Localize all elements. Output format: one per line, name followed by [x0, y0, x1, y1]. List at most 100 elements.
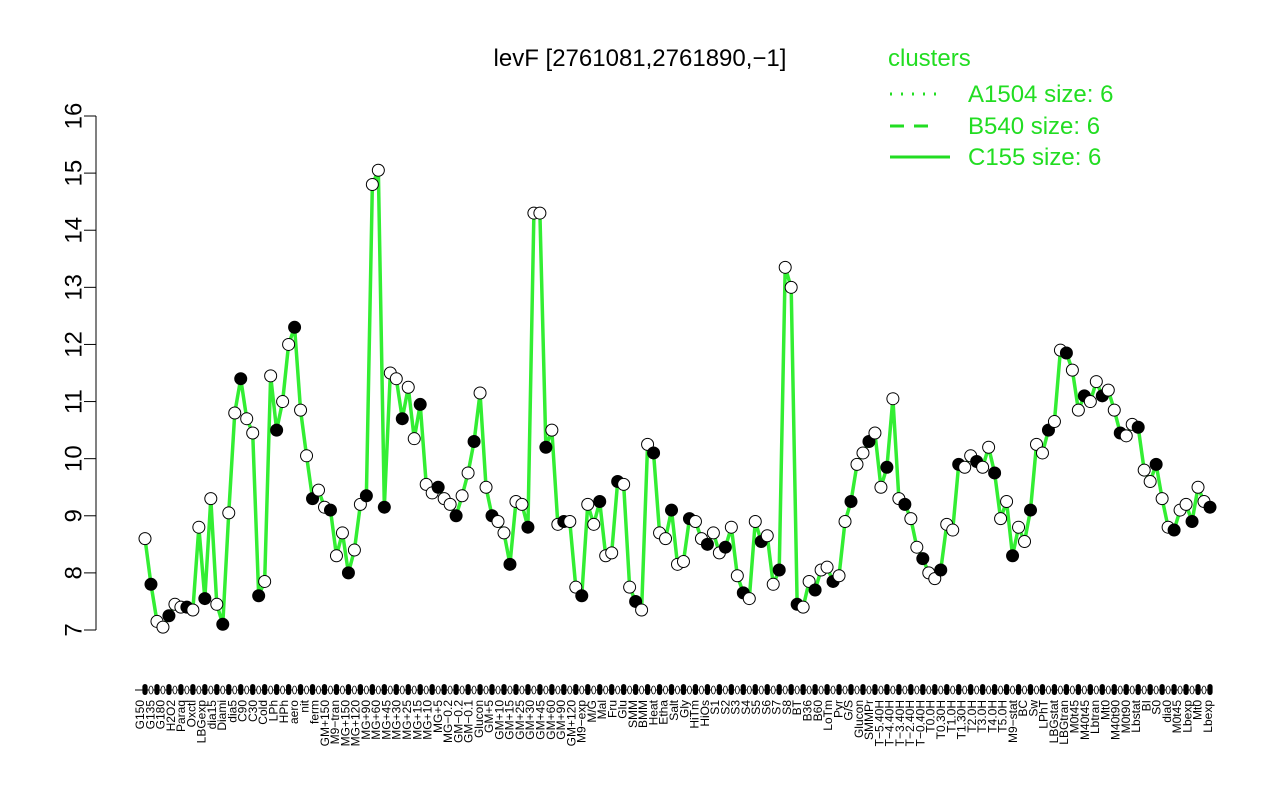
rug-marker [591, 685, 597, 695]
rug-marker [914, 685, 920, 695]
x-tick-label: T−0.40H [913, 700, 927, 746]
x-tick-label: Etha [657, 700, 671, 725]
x-tick-label: Oxctl [184, 700, 198, 727]
data-point [329, 549, 343, 563]
x-tick-label: T1.30H [955, 700, 969, 739]
x-tick-label: GM+15 [503, 700, 517, 740]
rug-marker [166, 684, 172, 695]
x-tick-label: SMMPr [862, 700, 876, 740]
rug-marker [328, 685, 333, 695]
x-tick-label: Mt0 [1191, 700, 1205, 720]
data-point [521, 520, 535, 534]
series-group [138, 163, 1217, 634]
x-tick-label: Lbtran [1088, 700, 1102, 734]
x-tick-label: Paraq [174, 700, 188, 732]
data-point [347, 543, 361, 557]
data-point [240, 412, 254, 426]
data-point [904, 512, 918, 526]
data-point [718, 540, 732, 554]
data-point [1119, 429, 1133, 443]
x-tick-label: BI [1139, 700, 1153, 711]
rug-marker [980, 684, 986, 695]
data-point [1179, 497, 1193, 511]
data-point [294, 403, 308, 417]
data-point [497, 526, 511, 540]
data-point [982, 440, 996, 454]
x-tick-label: GM−0.2 [451, 700, 465, 743]
rug-marker [226, 684, 232, 695]
x-tick-label: MG−0.2 [441, 700, 455, 743]
rug-marker [238, 684, 244, 695]
rug-marker [196, 685, 202, 695]
x-tick-label: HPh [277, 700, 291, 723]
rug-marker [543, 685, 549, 695]
rug-marker [1075, 684, 1081, 695]
x-tick-label: HiTm [688, 700, 702, 729]
rug-marker [644, 684, 651, 695]
rug-marker [992, 684, 998, 695]
rug-marker [297, 684, 304, 695]
rug-marker [866, 685, 872, 695]
rug-group [142, 684, 1213, 695]
data-point [856, 446, 870, 460]
rug-marker [142, 684, 148, 695]
data-point [1107, 403, 1121, 417]
rug-marker [1147, 684, 1153, 695]
rug-marker [477, 684, 483, 695]
data-point [766, 577, 780, 591]
data-point [688, 514, 702, 528]
rug-marker [345, 684, 352, 695]
data-point [760, 529, 774, 543]
rug-marker [573, 684, 579, 695]
rug-marker [333, 684, 340, 695]
rug-marker [172, 685, 178, 695]
x-tick-label: Glucon [852, 700, 866, 738]
rug-marker [471, 685, 477, 695]
x-tick-label: aero [287, 700, 301, 724]
data-point [1131, 420, 1145, 434]
rug-marker [1063, 684, 1069, 695]
rug-marker [597, 684, 603, 695]
rug-marker [1135, 684, 1141, 695]
x-tick-label: Pyr [831, 700, 845, 718]
x-tick-label: MG+30 [390, 700, 404, 740]
rug-marker [549, 684, 555, 695]
rug-marker [160, 685, 166, 695]
data-point [467, 435, 481, 449]
rug-marker [1207, 684, 1213, 695]
data-point [820, 560, 834, 574]
data-point [778, 260, 792, 274]
y-tick-label: 9 [61, 509, 88, 522]
x-tick-label: M0t90 [1119, 700, 1133, 734]
rug-marker [1141, 685, 1147, 695]
x-tick-label: T−4.40H [883, 700, 897, 746]
rug-marker [639, 685, 644, 695]
x-tick-label: M40t45 [1078, 700, 1092, 740]
data-point [228, 406, 242, 420]
rug-marker [280, 685, 286, 695]
rug-marker [501, 684, 507, 695]
x-tick-label: M9−exp [575, 700, 589, 743]
data-point [210, 597, 224, 611]
rug-marker [525, 684, 531, 695]
y-tick-label: 14 [61, 217, 88, 244]
x-tick-label: GM+30 [523, 700, 537, 740]
x-tick-label: BT [790, 699, 804, 715]
rug-marker [357, 684, 363, 695]
data-point [605, 546, 619, 560]
y-tick-label: 12 [61, 331, 88, 358]
legend-title: clusters [888, 45, 971, 72]
x-tick-label: LoTm [821, 700, 835, 731]
rug-marker [381, 684, 387, 695]
rug-marker [375, 685, 381, 695]
rug-marker [507, 685, 513, 695]
data-point [665, 503, 679, 517]
rug-marker [1099, 684, 1105, 695]
data-point [1101, 383, 1115, 397]
rug-marker [1105, 685, 1111, 695]
data-point [1137, 463, 1151, 477]
rug-marker [968, 684, 974, 695]
x-tick-label: MG+90 [359, 700, 373, 740]
data-point [880, 460, 894, 474]
x-tick-label: Gly [677, 700, 691, 718]
